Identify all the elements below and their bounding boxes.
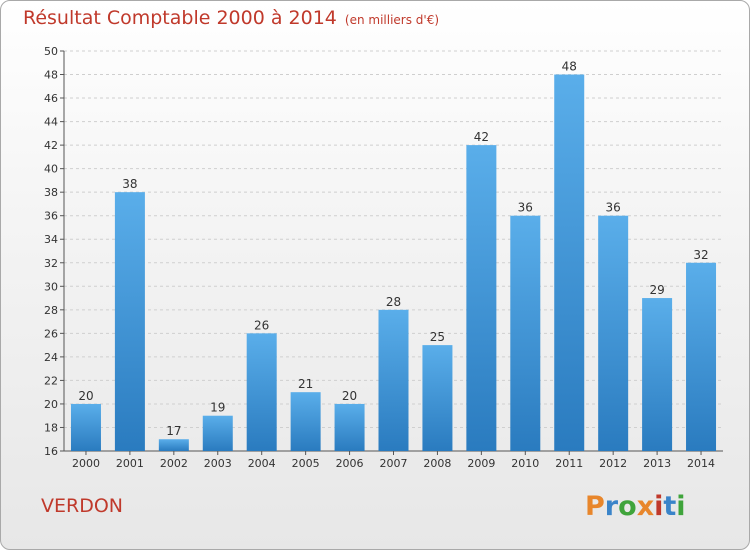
logo-letter: i [654,491,664,522]
y-tick-label: 24 [44,351,58,364]
bar-2009 [466,145,497,451]
data-label: 32 [693,248,708,262]
y-tick-label: 16 [44,445,58,458]
x-tick-label: 2013 [643,457,671,470]
logo-letter: x [636,491,655,522]
data-label: 20 [342,389,357,403]
x-tick-label: 2000 [72,457,100,470]
x-tick-label: 2005 [292,457,320,470]
bar-2008 [422,345,453,451]
x-tick-label: 2002 [160,457,188,470]
y-tick-label: 28 [44,304,58,317]
logo-letter: t [663,491,677,522]
data-label: 19 [210,401,225,415]
chart-title: Résultat Comptable 2000 à 2014 (en millie… [23,7,439,29]
location-label: VERDON [41,495,124,517]
bar-2006 [334,403,365,451]
y-tick-label: 42 [44,139,58,152]
axes: 16 18 20 22 24 26 28 30 32 34 36 38 40 42 44 46 48 50 2000… [44,45,723,470]
bar-2004 [246,333,277,451]
y-tick-label: 20 [44,398,58,411]
y-tick-label: 30 [44,280,58,293]
data-label: 29 [649,283,664,297]
logo-letter: P [585,491,605,522]
x-tick-label: 2008 [423,457,451,470]
bar-2011 [554,74,585,451]
y-tick-label: 34 [44,233,58,246]
y-tick-label: 38 [44,186,58,199]
grid-lines [64,50,723,452]
data-label: 36 [606,201,621,215]
bar-2003 [202,415,233,451]
x-tick-label: 2004 [248,457,276,470]
bar-2000 [70,403,101,451]
y-tick-label: 26 [44,327,58,340]
x-tick-label: 2010 [511,457,539,470]
logo-letter: i [676,491,686,522]
logo-letter: o [618,491,637,522]
chart-title-text: Résultat Comptable 2000 à 2014 [23,7,337,29]
y-tick-label: 44 [44,116,58,129]
x-tick-label: 2007 [380,457,408,470]
chart-subtitle: (en milliers d'€) [344,13,440,27]
data-label: 38 [122,177,137,191]
y-tick-label: 40 [44,163,58,176]
x-tick-label: 2003 [204,457,232,470]
bar-2002 [158,439,189,451]
y-tick-label: 32 [44,257,58,270]
y-tick-label: 46 [44,92,58,105]
bar-2007 [378,309,409,451]
bars [70,74,717,452]
bar-2012 [598,215,629,451]
logo-letter: r [604,491,619,522]
bar-2010 [510,215,541,451]
y-tick-label: 36 [44,210,58,223]
data-label: 17 [166,424,181,438]
x-tick-label: 2014 [687,457,715,470]
y-tick-label: 18 [44,421,58,434]
data-label: 36 [518,201,533,215]
x-tick-label: 2011 [555,457,583,470]
bar-2001 [114,192,145,452]
x-tick-label: 2001 [116,457,144,470]
data-label: 48 [562,60,577,74]
data-label: 28 [386,295,401,309]
data-labels: 20 38 17 19 26 21 20 28 25 42 36 48 36 29 32 [78,60,708,439]
y-tick-label: 48 [44,69,58,82]
data-label: 20 [78,389,93,403]
x-tick-label: 2009 [467,457,495,470]
bar-2014 [686,262,717,451]
y-tick-label: 50 [44,45,58,58]
data-label: 42 [474,130,489,144]
x-tick-label: 2006 [336,457,364,470]
data-label: 25 [430,330,445,344]
proxiti-logo[interactable]: Proxiti [585,491,686,522]
data-label: 26 [254,318,269,332]
x-tick-label: 2012 [599,457,627,470]
y-tick-label: 22 [44,374,58,387]
bar-2005 [290,392,321,451]
data-label: 21 [298,377,313,391]
bar-2013 [642,298,673,451]
